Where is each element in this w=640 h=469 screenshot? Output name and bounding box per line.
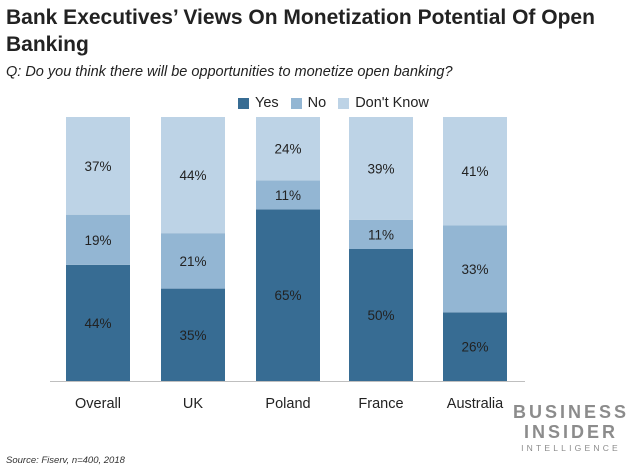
x-tick-label-australia: Australia bbox=[447, 396, 504, 412]
x-tick-label-uk: UK bbox=[183, 396, 203, 412]
data-label-overall-no: 19% bbox=[84, 233, 111, 248]
bar-uk-yes bbox=[161, 288, 225, 381]
data-label-uk-no: 21% bbox=[179, 254, 206, 269]
data-label-uk-don-t-know: 44% bbox=[179, 168, 206, 183]
bar-overall-no bbox=[66, 214, 130, 265]
legend-label-yes: Yes bbox=[255, 95, 279, 111]
bar-france-don-t-know bbox=[349, 117, 413, 220]
bar-overall-don-t-know bbox=[66, 117, 130, 215]
data-label-overall-don-t-know: 37% bbox=[84, 159, 111, 174]
bar-overall-yes bbox=[66, 264, 130, 381]
data-label-france-yes: 50% bbox=[367, 308, 394, 323]
legend-label-dont-know: Don't Know bbox=[355, 95, 429, 111]
data-label-uk-yes: 35% bbox=[179, 328, 206, 343]
legend-swatch-dont-know bbox=[338, 97, 350, 109]
legend-swatch-no bbox=[290, 97, 302, 109]
bar-australia-yes bbox=[443, 312, 507, 381]
chart-legend: Yes No Don't Know bbox=[238, 94, 441, 112]
logo-line-2: INSIDER bbox=[523, 422, 618, 442]
logo-line-1: BUSINESS bbox=[512, 402, 630, 422]
source-note: Source: Fiserv, n=400, 2018 bbox=[6, 455, 125, 466]
x-tick-label-overall: Overall bbox=[75, 396, 121, 412]
bar-uk-no bbox=[161, 233, 225, 289]
legend-swatch-yes bbox=[238, 97, 249, 109]
data-label-australia-don-t-know: 41% bbox=[461, 164, 488, 179]
x-tick-label-poland: Poland bbox=[265, 396, 310, 412]
business-insider-intelligence-logo: BUSINESS INSIDER INTELLIGENCE bbox=[510, 402, 632, 454]
bar-france-yes bbox=[349, 249, 413, 381]
bar-australia-don-t-know bbox=[443, 117, 507, 226]
x-tick-label-france: France bbox=[358, 396, 403, 412]
legend-item-yes: Yes bbox=[238, 95, 279, 111]
data-label-poland-yes: 65% bbox=[274, 288, 301, 303]
bar-poland-no bbox=[256, 180, 320, 210]
data-label-poland-don-t-know: 24% bbox=[274, 142, 301, 157]
legend-label-no: No bbox=[307, 95, 327, 111]
data-label-france-no: 11% bbox=[368, 227, 394, 242]
bar-uk-don-t-know bbox=[161, 117, 225, 234]
data-label-france-don-t-know: 39% bbox=[367, 161, 394, 176]
chart-title: Bank Executives’ Views On Monetization P… bbox=[6, 6, 595, 56]
bar-poland-don-t-know bbox=[256, 117, 320, 181]
bar-poland-yes bbox=[256, 209, 320, 381]
data-label-poland-no: 11% bbox=[275, 188, 301, 203]
data-label-overall-yes: 44% bbox=[84, 316, 111, 331]
data-label-australia-yes: 26% bbox=[461, 340, 488, 355]
bar-france-no bbox=[349, 219, 413, 249]
legend-item-dont-know: Don't Know bbox=[338, 95, 429, 111]
legend-item-no: No bbox=[290, 95, 327, 111]
logo-line-3: INTELLIGENCE bbox=[521, 443, 621, 453]
bar-australia-no bbox=[443, 225, 507, 313]
data-label-australia-no: 33% bbox=[461, 262, 488, 277]
chart-subtitle: Q: Do you think there will be opportunit… bbox=[6, 64, 453, 80]
